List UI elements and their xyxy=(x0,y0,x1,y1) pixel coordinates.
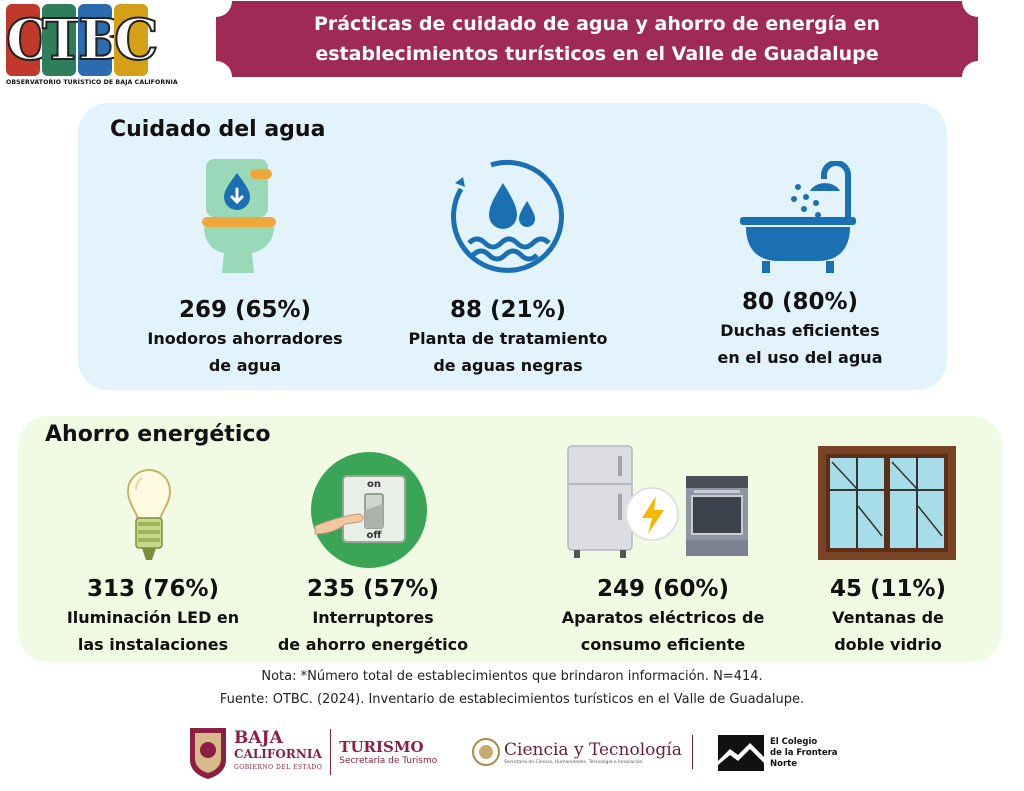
appliances-label-line2: consumo eficiente xyxy=(580,635,746,654)
bc-line1: BAJA xyxy=(234,728,283,748)
bathtub-shower-icon xyxy=(740,161,856,273)
source-text: Fuente: OTBC. (2024). Inventario de esta… xyxy=(219,692,805,707)
double-window-icon xyxy=(818,446,956,560)
colef-line1: El Colegio xyxy=(770,736,818,747)
toilets-label-line1: Inodoros ahorradores xyxy=(147,329,343,348)
colef-line2: de la Frontera xyxy=(770,747,838,758)
toilets-value: 269 (65%) xyxy=(178,297,312,323)
otbc-logo: O T B C OBSERVATORIO TURÍSTICO DE BAJA C… xyxy=(5,4,178,90)
showers-stat: 80 (80%) Duchas eficientes en el uso del… xyxy=(695,287,905,371)
treatment-plant-value: 88 (21%) xyxy=(449,297,567,323)
treatment-plant-stat: 88 (21%) Planta de tratamiento de aguas … xyxy=(403,295,613,379)
led-label-line1: Iluminación LED en xyxy=(66,608,240,627)
appliances-value: 249 (60%) xyxy=(596,576,730,602)
turismo-subtitle: Secretaría de Turismo xyxy=(339,756,438,766)
logo-letter-t: T xyxy=(41,4,85,76)
showers-label-line2: en el uso del agua xyxy=(717,348,883,367)
treatment-plant-label-line1: Planta de tratamiento xyxy=(408,329,608,348)
ciencia-subtitle: Secretaría de Ciencia, Humanidades, Tecn… xyxy=(504,759,643,765)
colef-line3: Norte xyxy=(770,758,797,769)
water-treatment-icon xyxy=(451,159,564,273)
light-switch-icon: on off xyxy=(311,452,427,568)
switch-on-text: on xyxy=(367,479,381,490)
toilets-stat: 269 (65%) Inodoros ahorradores de agua xyxy=(140,295,350,379)
logo-letter-c: C xyxy=(113,4,160,76)
switches-label-line1: Interruptores xyxy=(312,608,434,627)
led-value: 313 (76%) xyxy=(86,576,220,602)
bc-line2: CALIFORNIA xyxy=(234,747,322,761)
windows-label-line1: Ventanas de xyxy=(832,608,944,627)
showers-label-line1: Duchas eficientes xyxy=(720,321,880,340)
logo-subtitle: OBSERVATORIO TURÍSTICO DE BAJA CALIFORNI… xyxy=(6,79,178,86)
logo-letter-b: B xyxy=(77,4,126,76)
appliances-stat: 249 (60%) Aparatos eléctricos de consumo… xyxy=(558,574,768,658)
toilet-icon xyxy=(202,159,276,273)
windows-label-line2: doble vidrio xyxy=(834,635,942,654)
colef-mark-icon xyxy=(718,735,764,771)
title-line-1: Prácticas de cuidado de agua y ahorro de… xyxy=(313,13,881,35)
switches-stat: 235 (57%) Interruptores de ahorro energé… xyxy=(273,574,473,658)
energy-section-heading: Ahorro energético xyxy=(45,422,271,447)
ciencia-title: Ciencia y Tecnología xyxy=(504,739,682,760)
turismo-title: TURISMO xyxy=(339,738,424,756)
bc-shield-icon xyxy=(190,728,226,779)
led-label-line2: las instalaciones xyxy=(77,635,229,654)
switches-label-line2: de ahorro energético xyxy=(277,635,469,654)
showers-value: 80 (80%) xyxy=(741,289,859,315)
baja-california-logo: BAJA CALIFORNIA GOBIERNO DEL ESTADO TURI… xyxy=(188,722,437,782)
mexico-seal-icon xyxy=(472,738,500,766)
switches-value: 235 (57%) xyxy=(306,576,440,602)
note-text: Nota: *Número total de establecimientos … xyxy=(261,669,763,684)
switch-off-text: off xyxy=(367,530,383,541)
appliances-icon xyxy=(567,445,748,558)
windows-value: 45 (11%) xyxy=(829,576,947,602)
logo-letter-o: O xyxy=(5,4,56,76)
water-section-heading: Cuidado del agua xyxy=(110,117,326,142)
appliances-label-line1: Aparatos eléctricos de xyxy=(561,608,765,627)
colef-logo: El Colegio de la Frontera Norte xyxy=(718,733,838,773)
toilets-label-line2: de agua xyxy=(208,356,282,375)
banner-shape xyxy=(216,1,978,77)
bc-line3: GOBIERNO DEL ESTADO xyxy=(234,764,323,771)
treatment-plant-label-line2: de aguas negras xyxy=(433,356,583,375)
ciencia-tecnologia-logo: Ciencia y Tecnología Secretaría de Cienc… xyxy=(472,734,693,770)
title-banner: Prácticas de cuidado de agua y ahorro de… xyxy=(216,1,978,77)
windows-stat: 45 (11%) Ventanas de doble vidrio xyxy=(808,574,968,658)
water-care-panel: Cuidado del agua 269 (65%) Inodoros ahor… xyxy=(78,103,947,390)
title-line-2: establecimientos turísticos en el Valle … xyxy=(315,43,879,65)
led-stat: 313 (76%) Iluminación LED en las instala… xyxy=(58,574,248,658)
led-bulb-icon xyxy=(126,468,172,560)
energy-saving-panel: Ahorro energético on off xyxy=(18,416,1002,662)
